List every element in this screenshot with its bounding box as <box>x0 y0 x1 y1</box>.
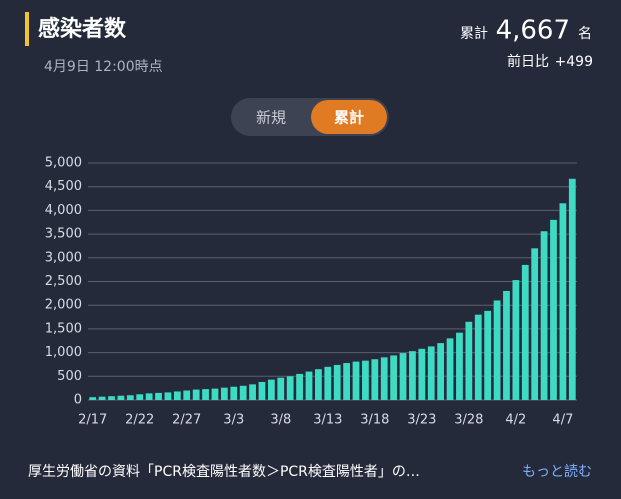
x-tick-label: 4/2 <box>505 413 526 428</box>
subtitle: 4月9日 12:00時点 <box>44 59 163 75</box>
bar <box>126 395 134 400</box>
y-tick-label: 1,000 <box>45 345 82 360</box>
bar <box>333 364 341 400</box>
bar <box>371 359 379 400</box>
bar <box>192 389 200 400</box>
y-tick-label: 500 <box>57 369 82 384</box>
bar <box>89 397 97 400</box>
x-tick-label: 2/17 <box>78 413 107 428</box>
x-tick-label: 3/28 <box>454 413 483 428</box>
bar <box>465 321 473 400</box>
bar <box>296 373 303 400</box>
bar <box>418 348 426 400</box>
y-tick-label: 4,000 <box>45 203 82 218</box>
y-tick-label: 5,000 <box>45 156 82 171</box>
bar <box>230 386 238 400</box>
y-tick-label: 4,500 <box>45 179 82 194</box>
x-tick-label: 4/7 <box>552 413 573 428</box>
bar <box>427 346 435 400</box>
unit: 名 <box>578 26 592 42</box>
bar <box>305 371 313 400</box>
y-tick-label: 1,500 <box>45 321 82 336</box>
bar <box>399 353 407 400</box>
title: 感染者数 <box>38 16 127 42</box>
bar <box>202 389 209 400</box>
bar <box>136 394 144 400</box>
x-tick-label: 2/27 <box>172 413 201 428</box>
y-tick-label: 3,500 <box>45 227 82 242</box>
bar <box>352 361 360 400</box>
toggle-active <box>311 100 387 134</box>
bar <box>315 369 322 400</box>
y-tick-label: 2,500 <box>45 274 82 289</box>
bar <box>446 338 454 400</box>
bar <box>164 392 172 400</box>
toggle-option[interactable]: 累計 <box>334 109 364 127</box>
bar <box>145 393 153 400</box>
bar <box>220 387 228 400</box>
bar <box>343 363 350 400</box>
bar <box>108 396 115 400</box>
bar <box>258 381 266 400</box>
bar <box>437 343 445 400</box>
bar <box>493 300 501 400</box>
bar <box>324 366 332 400</box>
bar <box>98 396 106 400</box>
x-tick-label: 3/23 <box>407 413 436 428</box>
bar <box>531 248 539 400</box>
bar <box>550 219 557 400</box>
bar <box>484 310 492 400</box>
bar <box>456 332 463 400</box>
bar <box>173 391 181 400</box>
bar <box>474 314 482 400</box>
toggle-option[interactable]: 新規 <box>256 109 286 127</box>
x-tick-label: 3/3 <box>223 413 244 428</box>
title-accent <box>25 12 29 46</box>
bar <box>155 392 162 400</box>
y-tick-label: 3,000 <box>45 250 82 265</box>
bar <box>211 388 219 400</box>
bar <box>559 203 567 400</box>
bar <box>409 351 416 400</box>
change: +499 <box>555 54 593 70</box>
bar <box>362 360 369 400</box>
x-tick-label: 3/18 <box>360 413 389 428</box>
bar <box>117 395 125 400</box>
bar <box>390 355 398 400</box>
bar <box>503 290 510 400</box>
total-label: 累計 <box>460 26 488 42</box>
total: 4,667 <box>496 16 570 46</box>
y-tick-label: 0 <box>74 393 82 408</box>
more-link[interactable]: もっと読む <box>522 463 592 480</box>
bar <box>183 390 191 400</box>
bar <box>239 385 247 400</box>
y-tick-label: 2,000 <box>45 298 82 313</box>
bar <box>521 264 529 400</box>
bar <box>286 376 294 400</box>
bar <box>267 379 275 400</box>
bar <box>249 384 256 400</box>
x-tick-label: 3/13 <box>313 413 342 428</box>
bar <box>277 377 285 400</box>
x-tick-label: 2/22 <box>125 413 154 428</box>
x-tick-label: 3/8 <box>270 413 291 428</box>
source: 厚生労働省の資料「PCR検査陽性者数＞PCR検査陽性者」の… <box>28 464 420 480</box>
bar <box>540 231 548 400</box>
bar <box>512 280 520 400</box>
change-label: 前日比 <box>507 53 549 70</box>
bar <box>568 178 576 400</box>
bar <box>380 357 388 400</box>
